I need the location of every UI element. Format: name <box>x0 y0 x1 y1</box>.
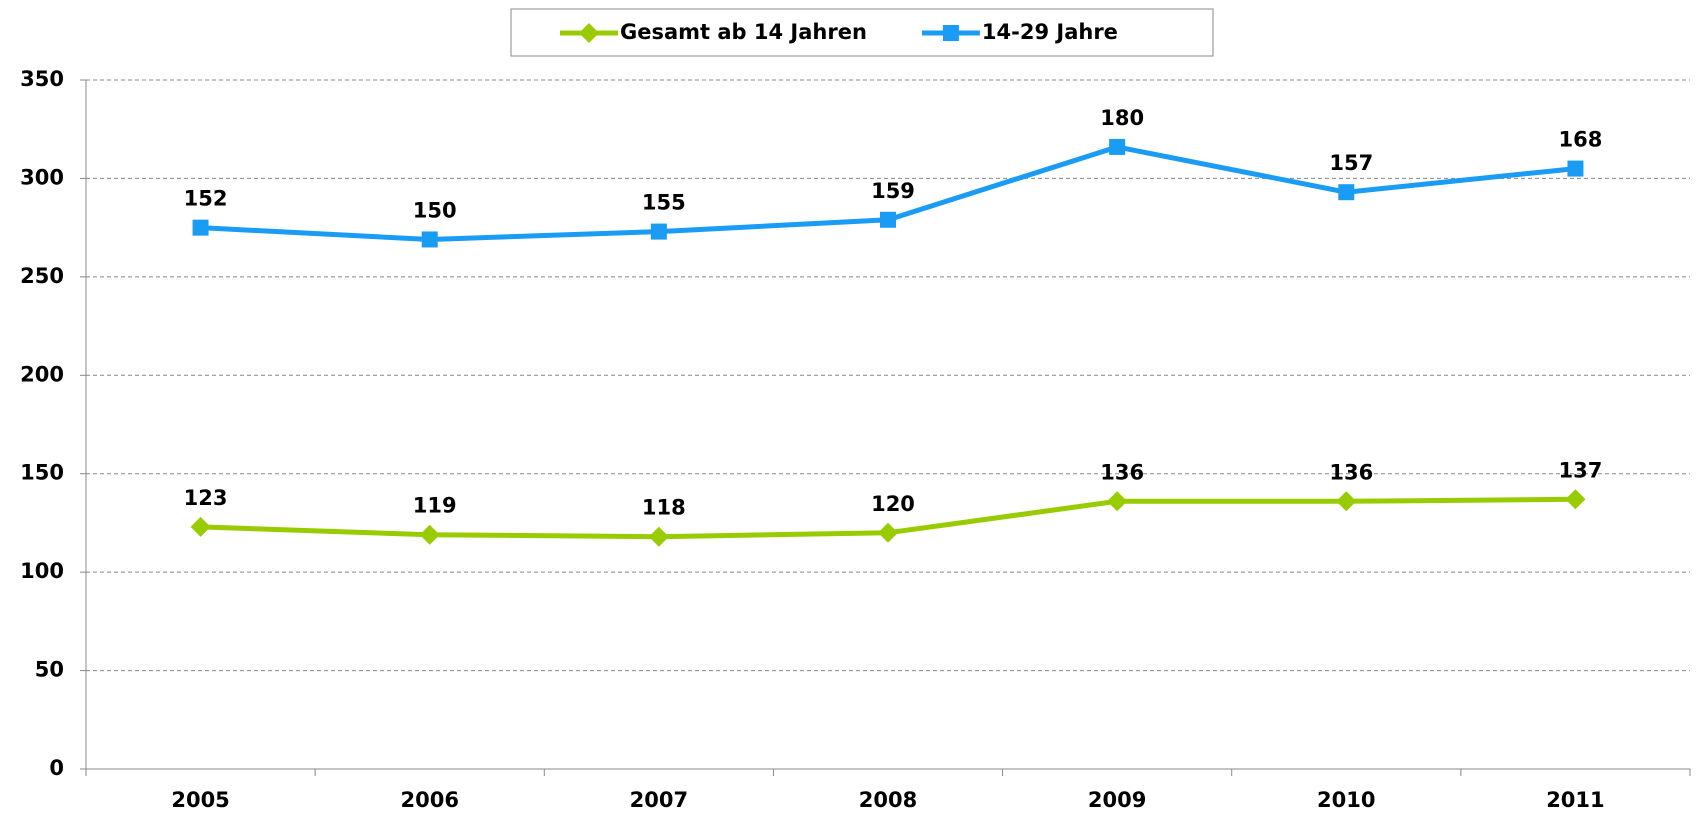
data-label: 155 <box>642 191 686 215</box>
y-tick-label: 200 <box>20 362 64 386</box>
data-point <box>421 231 438 248</box>
x-tick-label: 2008 <box>859 788 917 812</box>
data-point <box>878 522 898 543</box>
data-label: 118 <box>642 496 686 520</box>
data-label: 157 <box>1329 151 1373 175</box>
x-tick-label: 2007 <box>630 788 688 812</box>
data-label: 180 <box>1100 106 1144 130</box>
data-point <box>880 211 896 228</box>
data-point <box>1567 160 1584 177</box>
y-tick-label: 100 <box>20 559 64 583</box>
legend-box <box>510 8 1214 57</box>
data-point <box>1109 138 1126 155</box>
legend-label: Gesamt ab 14 Jahren <box>620 20 867 44</box>
y-tick-label: 300 <box>20 165 64 189</box>
data-point <box>648 526 669 547</box>
x-tick-label: 2009 <box>1088 788 1146 812</box>
x-tick-label: 2011 <box>1546 788 1604 812</box>
data-label: 136 <box>1100 460 1144 484</box>
x-tick-label: 2010 <box>1317 788 1375 812</box>
legend-marker <box>942 25 959 41</box>
legend-label: 14-29 Jahre <box>982 20 1118 44</box>
data-label: 168 <box>1559 128 1603 152</box>
data-point <box>190 516 211 537</box>
data-point <box>1338 184 1355 201</box>
data-label: 123 <box>184 486 228 510</box>
y-tick-label: 150 <box>20 461 64 485</box>
data-label: 137 <box>1559 458 1603 482</box>
data-label: 159 <box>871 179 915 203</box>
data-point <box>419 524 440 545</box>
data-label: 120 <box>871 492 915 516</box>
data-label: 119 <box>413 494 457 518</box>
y-tick-label: 50 <box>35 658 64 682</box>
data-point <box>1565 489 1586 510</box>
data-label: 150 <box>413 198 457 222</box>
x-tick-label: 2006 <box>400 788 458 812</box>
y-tick-label: 0 <box>49 756 64 780</box>
data-point <box>192 219 209 236</box>
legend-marker <box>579 23 599 43</box>
data-label: 152 <box>184 187 228 211</box>
x-tick-label: 2005 <box>171 788 229 812</box>
data-point <box>650 223 667 240</box>
data-point <box>1107 491 1128 512</box>
data-label: 136 <box>1329 460 1373 484</box>
data-point <box>1336 491 1357 512</box>
y-tick-label: 250 <box>20 264 64 288</box>
y-tick-label: 350 <box>20 67 64 91</box>
